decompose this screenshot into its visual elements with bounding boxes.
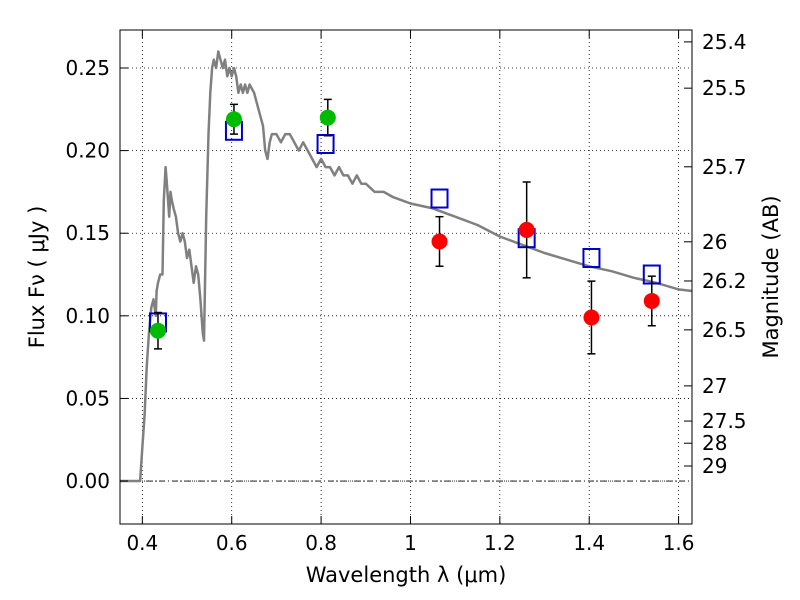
ticks-layer: 0.4 0.6 0.8 1 1.2 1.4 1.6 0.00 0.05 0.10 0.15 0.20 0…	[65, 30, 746, 555]
magnitude-tick-label: 25.7	[702, 155, 747, 179]
y-tick-label: 0.25	[65, 56, 110, 80]
x-tick-label: 1.6	[663, 531, 695, 555]
observed-flux-point	[149, 322, 166, 339]
model-photometry-square	[582, 248, 601, 268]
x-tick-label: 1.4	[573, 531, 605, 555]
x-tick-label: 0.4	[126, 531, 158, 555]
x-tick-label: 1.2	[484, 531, 516, 555]
model-photometry-square	[430, 188, 449, 209]
plot-area	[120, 30, 693, 524]
y-tick-label: 0.10	[65, 304, 110, 328]
x-tick-label: 0.6	[216, 531, 248, 555]
x-axis-label: Wavelength λ (μm)	[306, 563, 507, 587]
observed-flux-point	[431, 233, 448, 250]
magnitude-tick-label: 29	[702, 454, 727, 478]
observed-flux-point	[643, 292, 660, 309]
y-tick-label: 0.05	[65, 386, 110, 410]
observed-flux-point	[518, 221, 535, 238]
magnitude-tick-label: 25.4	[702, 30, 747, 54]
magnitude-tick-label: 26.2	[702, 269, 747, 293]
observed-flux-point	[225, 111, 242, 128]
y2-axis-label: Magnitude (AB)	[759, 195, 783, 358]
x-tick-label: 1	[404, 531, 417, 555]
magnitude-tick-label: 28	[702, 431, 727, 455]
observed-flux-point	[583, 309, 600, 326]
model-spectrum-line	[120, 50, 693, 483]
y-tick-label: 0.20	[65, 139, 110, 163]
axes-frame	[119, 29, 693, 525]
magnitude-tick-label: 27.5	[702, 409, 747, 433]
observed-flux-point	[319, 109, 336, 126]
y-tick-label: 0.15	[65, 221, 110, 245]
y-axis-label: Flux Fν ( μJy )	[25, 206, 49, 349]
magnitude-tick-label: 26.5	[702, 318, 747, 342]
x-tick-label: 0.8	[305, 531, 337, 555]
magnitude-tick-label: 27	[702, 374, 727, 398]
magnitude-tick-label: 26	[702, 230, 727, 254]
magnitude-tick-label: 25.5	[702, 76, 747, 100]
y-tick-label: 0.00	[65, 469, 110, 493]
